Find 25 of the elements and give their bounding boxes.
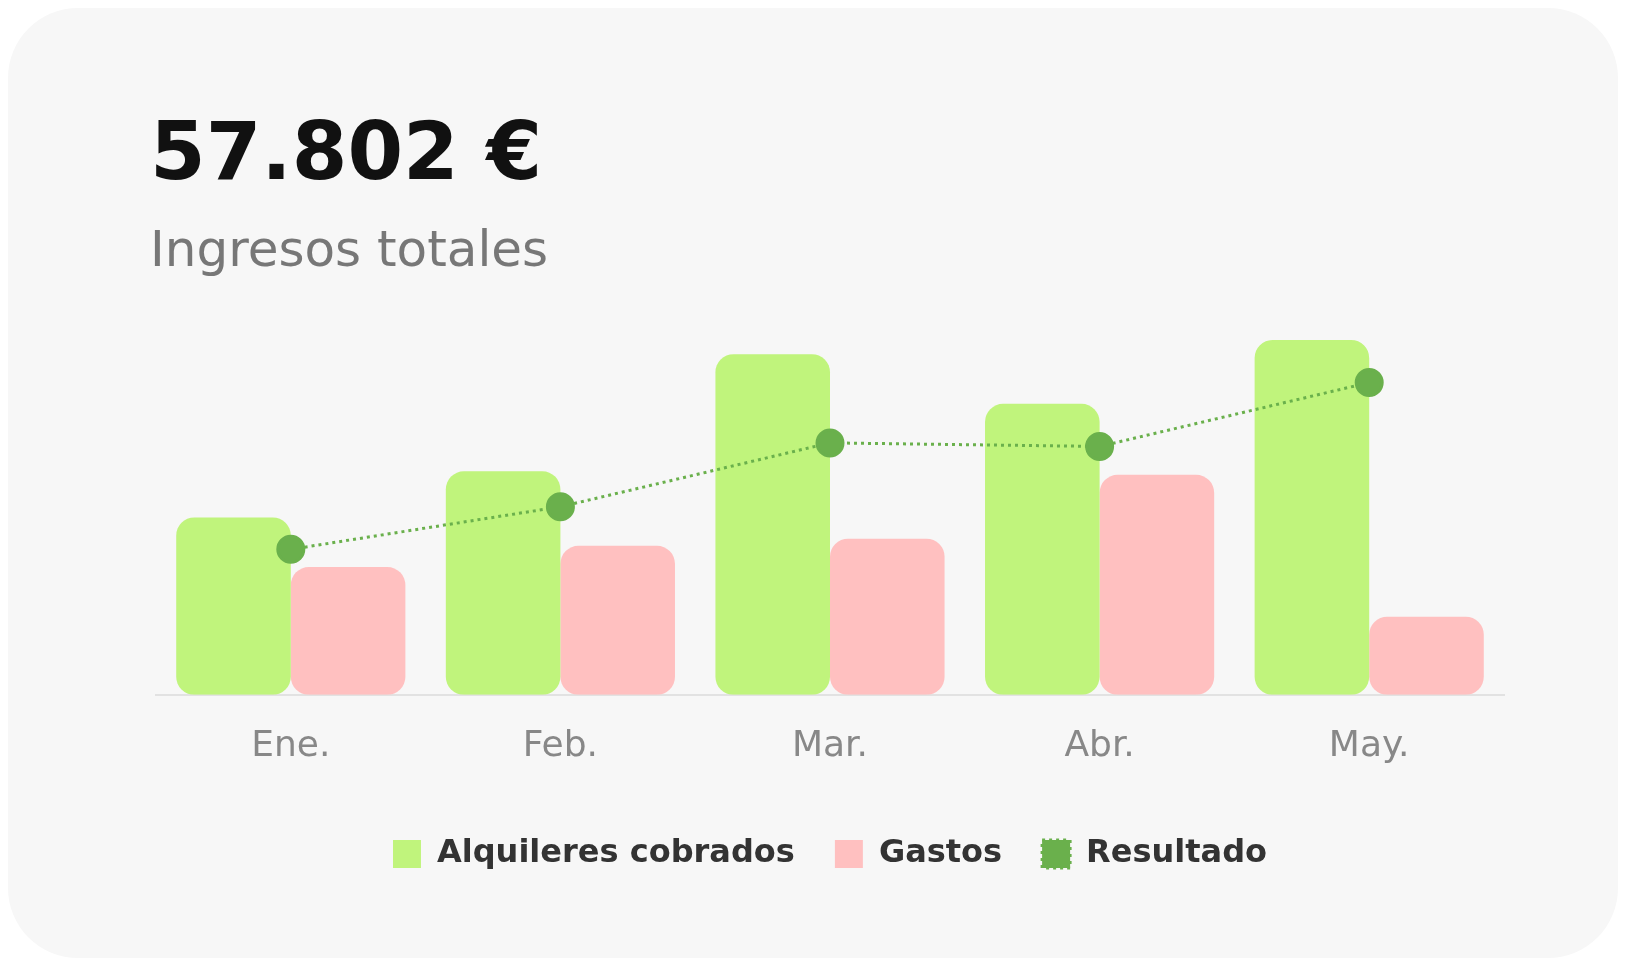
x-tick-label: Ene. (251, 722, 331, 764)
bar (560, 545, 675, 695)
bar (1369, 616, 1484, 695)
chart-title: 57.802 € (150, 105, 543, 198)
point (815, 428, 845, 458)
legend-label: Resultado (1086, 832, 1268, 871)
legend-label: Gastos (878, 832, 1003, 871)
x-tick-label: Feb. (522, 722, 598, 764)
bar (290, 567, 406, 695)
bar (830, 538, 945, 695)
bar (445, 471, 561, 695)
x-tick-label: Abr. (1064, 722, 1135, 764)
x-tick-label: May. (1328, 722, 1410, 764)
bar (715, 354, 830, 695)
bar (1254, 340, 1370, 695)
point (1085, 431, 1115, 461)
x-tick-label: Mar. (791, 722, 869, 764)
point (1354, 368, 1384, 398)
bar (985, 403, 1100, 695)
chart-subtitle: Ingresos totales (150, 220, 549, 278)
point (276, 534, 306, 564)
bar (1099, 474, 1215, 695)
legend-label: Alquileres cobrados (436, 832, 795, 871)
bar (176, 517, 291, 695)
point (545, 492, 575, 522)
